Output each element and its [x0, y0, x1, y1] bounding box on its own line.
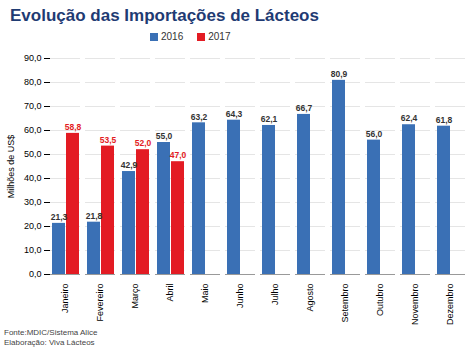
svg-text:80,0: 80,0 — [24, 77, 42, 87]
svg-text:Janeiro: Janeiro — [60, 284, 70, 314]
svg-text:Outubro: Outubro — [375, 284, 385, 317]
svg-text:50,0: 50,0 — [24, 149, 42, 159]
svg-text:62,4: 62,4 — [401, 113, 418, 123]
svg-text:10,0: 10,0 — [24, 245, 42, 255]
svg-text:40,0: 40,0 — [24, 173, 42, 183]
svg-text:21,3: 21,3 — [51, 212, 68, 222]
svg-text:60,0: 60,0 — [24, 125, 42, 135]
svg-text:Dezembro: Dezembro — [445, 284, 455, 326]
svg-text:21,8: 21,8 — [86, 211, 103, 221]
svg-text:Abril: Abril — [165, 284, 175, 302]
svg-text:42,9: 42,9 — [121, 160, 138, 170]
svg-text:62,1: 62,1 — [261, 114, 278, 124]
svg-text:53,5: 53,5 — [100, 135, 117, 145]
html-text:Fonte:MDIC/Sistema Alice: Fonte:MDIC/Sistema Alice — [4, 328, 98, 337]
svg-text:Novembro: Novembro — [410, 284, 420, 326]
html-text:2017: 2017 — [208, 30, 231, 42]
svg-text:52,0: 52,0 — [135, 138, 152, 148]
svg-text:80,9: 80,9 — [331, 69, 348, 79]
svg-text:58,8: 58,8 — [65, 122, 82, 132]
svg-text:90,0: 90,0 — [24, 53, 42, 63]
html-text:Evolução das Importações de Lá: Evolução das Importações de Lácteos — [10, 6, 319, 25]
html-text:2016: 2016 — [161, 30, 184, 42]
svg-text:Maio: Maio — [200, 284, 210, 304]
svg-text:Setembro: Setembro — [340, 284, 350, 323]
svg-text:Junho: Junho — [235, 284, 245, 309]
svg-text:55,0: 55,0 — [156, 131, 173, 141]
svg-text:56,0: 56,0 — [366, 129, 383, 139]
svg-text:64,3: 64,3 — [226, 109, 243, 119]
svg-text:30,0: 30,0 — [24, 197, 42, 207]
svg-text:47,0: 47,0 — [170, 150, 187, 160]
html-text:Elaboração: Viva Lácteos: Elaboração: Viva Lácteos — [4, 338, 95, 347]
svg-text:Milhões de US$: Milhões de US$ — [6, 135, 16, 199]
svg-text:Agosto: Agosto — [305, 284, 315, 312]
svg-text:70,0: 70,0 — [24, 101, 42, 111]
svg-text:20,0: 20,0 — [24, 221, 42, 231]
svg-text:63,2: 63,2 — [191, 112, 208, 122]
svg-text:Março: Março — [130, 284, 140, 309]
svg-text:61,8: 61,8 — [436, 115, 453, 125]
svg-text:66,7: 66,7 — [296, 103, 313, 113]
svg-text:Fevereiro: Fevereiro — [95, 284, 105, 322]
svg-text:Julho: Julho — [270, 284, 280, 306]
svg-text:0,0: 0,0 — [29, 269, 42, 279]
